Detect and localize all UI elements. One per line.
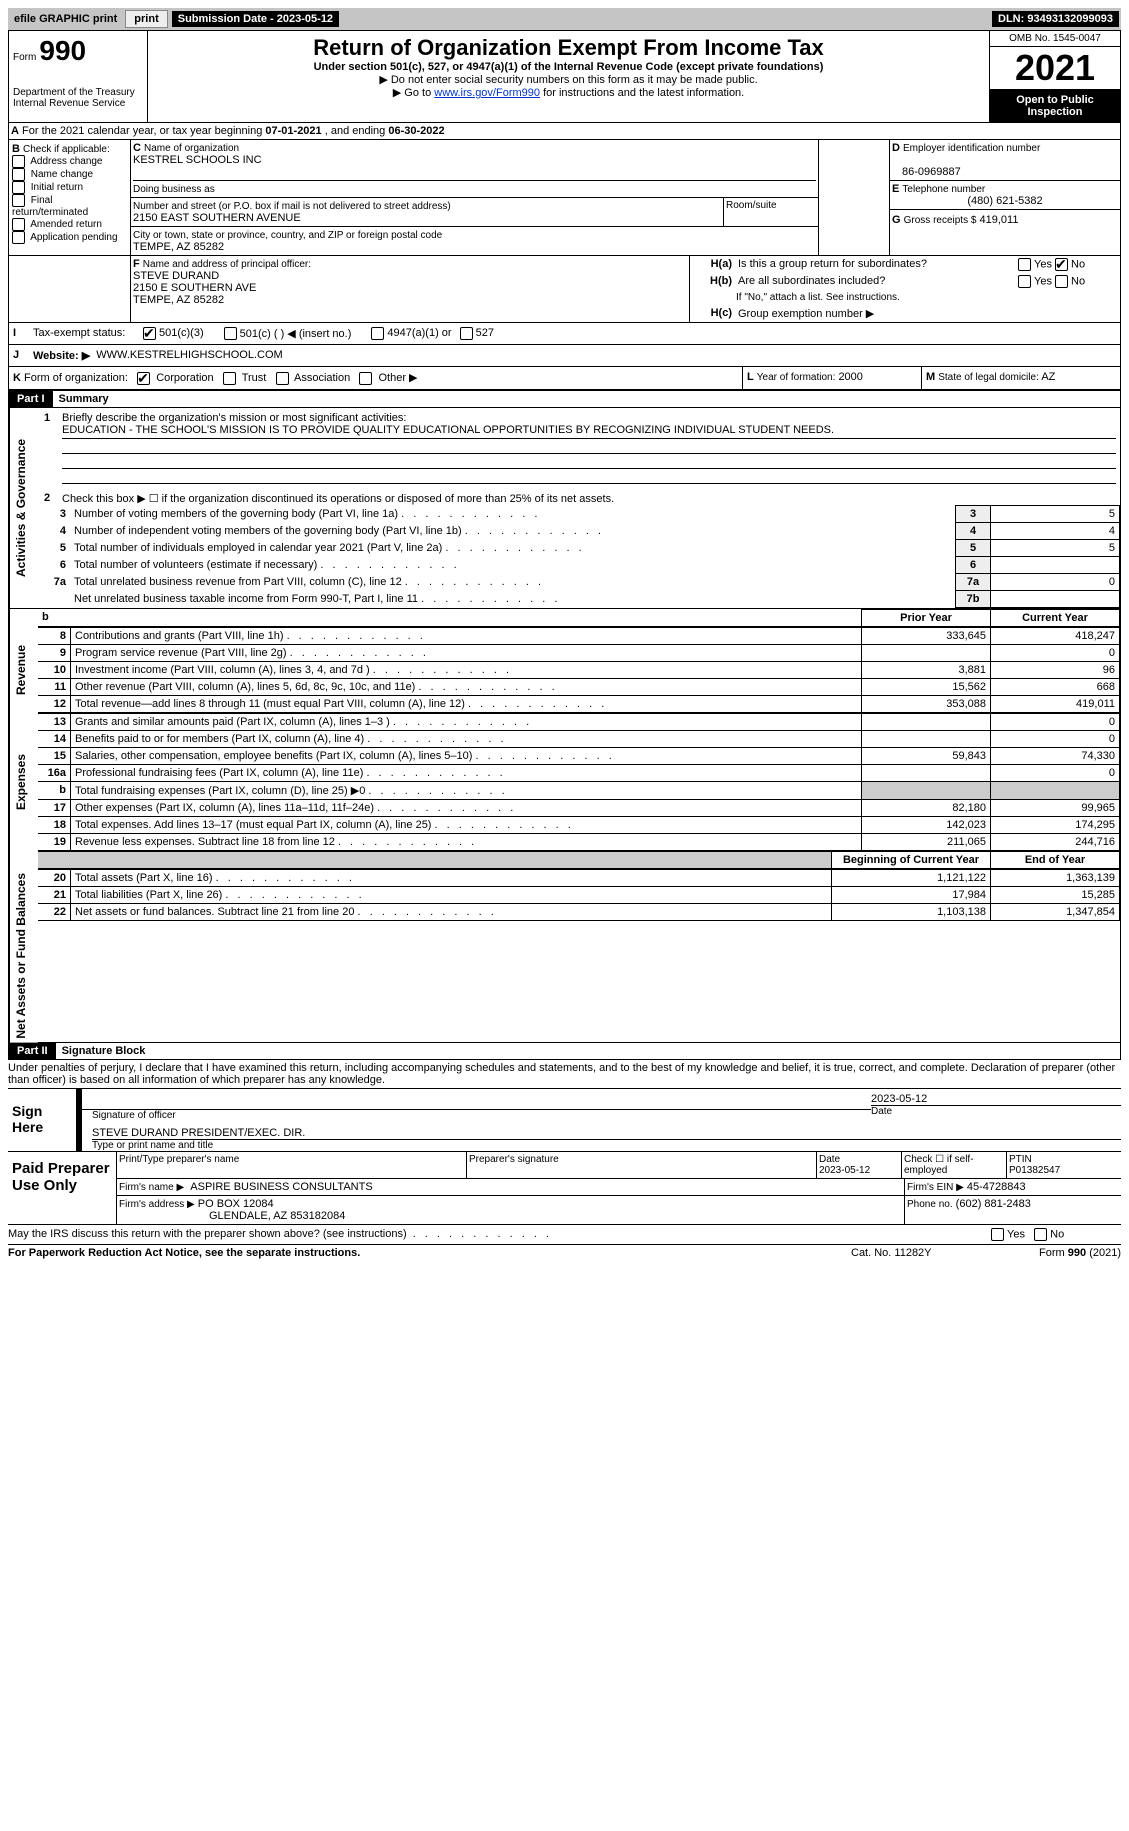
table-row: 13Grants and similar amounts paid (Part … — [38, 713, 1120, 730]
hb-yes[interactable] — [1018, 275, 1031, 288]
table-row: 8Contributions and grants (Part VIII, li… — [38, 627, 1120, 644]
part-1: Part I Summary Activities & Governance 1… — [8, 390, 1121, 1044]
net-header-row: Beginning of Current Year End of Year — [38, 851, 1120, 869]
phone: (480) 621-5382 — [892, 195, 1118, 207]
table-row: 10Investment income (Part VIII, column (… — [38, 661, 1120, 678]
gross-receipts: 419,011 — [980, 214, 1019, 226]
line-klm: K Form of organization: Corporation Trus… — [8, 367, 1121, 390]
part2-header: Part II — [9, 1043, 56, 1059]
table-row: 6Total number of volunteers (estimate if… — [38, 556, 1120, 573]
revenue-table: 8Contributions and grants (Part VIII, li… — [38, 627, 1120, 713]
part1-header: Part I — [9, 391, 53, 407]
form-label: Form — [13, 52, 36, 63]
k-trust[interactable] — [223, 372, 236, 385]
i-4947[interactable] — [371, 327, 384, 340]
room-suite: Room/suite — [724, 198, 818, 226]
exp-label: Expenses — [9, 713, 38, 851]
k-corp[interactable] — [137, 372, 150, 385]
expenses-table: 13Grants and similar amounts paid (Part … — [38, 713, 1120, 851]
top-toolbar: efile GRAPHIC print print Submission Dat… — [8, 8, 1121, 30]
boxb-opt: Application pending — [12, 231, 127, 244]
firm-name: ASPIRE BUSINESS CONSULTANTS — [190, 1181, 372, 1193]
form-footer: Form 990 (2021) — [1001, 1247, 1121, 1259]
form-number: 990 — [39, 35, 86, 66]
table-row: 18Total expenses. Add lines 13–17 (must … — [38, 816, 1120, 833]
mission-text: EDUCATION - THE SCHOOL'S MISSION IS TO P… — [62, 424, 834, 436]
discuss-no[interactable] — [1034, 1228, 1047, 1241]
form-subtitle: Under section 501(c), 527, or 4947(a)(1)… — [152, 61, 985, 73]
table-row: 9Program service revenue (Part VIII, lin… — [38, 644, 1120, 661]
line-j: J Website: ▶ WWW.KESTRELHIGHSCHOOL.COM — [8, 345, 1121, 367]
open-inspection: Open to Public Inspection — [990, 90, 1120, 122]
irs-link[interactable]: www.irs.gov/Form990 — [434, 87, 540, 99]
boxb-opt: Initial return — [12, 181, 127, 194]
ein: 86-0969887 — [892, 166, 961, 178]
org-street: 2150 EAST SOUTHERN AVENUE — [133, 212, 301, 224]
omb: OMB No. 1545-0047 — [990, 31, 1120, 47]
sign-here-block: Sign Here Signature of officer 2023-05-1… — [8, 1088, 1121, 1152]
form-header: Form 990 Department of the TreasuryInter… — [8, 30, 1121, 123]
tax-year: 2021 — [990, 47, 1120, 90]
boxb-opt: Amended return — [12, 218, 127, 231]
table-row: 7aTotal unrelated business revenue from … — [38, 573, 1120, 590]
note-link: ▶ Go to www.irs.gov/Form990 for instruct… — [152, 86, 985, 99]
i-501c3[interactable] — [143, 327, 156, 340]
discuss-yes[interactable] — [991, 1228, 1004, 1241]
net-label: Net Assets or Fund Balances — [9, 869, 38, 1043]
table-row: 19Revenue less expenses. Subtract line 1… — [38, 833, 1120, 850]
table-row: 12Total revenue—add lines 8 through 11 (… — [38, 695, 1120, 712]
footer: For Paperwork Reduction Act Notice, see … — [8, 1245, 1121, 1259]
net-assets-table: 20Total assets (Part X, line 16) 1,121,1… — [38, 869, 1120, 921]
dln: DLN: 93493132099093 — [992, 11, 1119, 27]
table-row: bTotal fundraising expenses (Part IX, co… — [38, 781, 1120, 799]
org-city: TEMPE, AZ 85282 — [133, 241, 224, 253]
org-name: KESTREL SCHOOLS INC — [133, 154, 262, 166]
note-ssn: ▶ Do not enter social security numbers o… — [152, 73, 985, 86]
gov-label: Activities & Governance — [9, 408, 38, 608]
dept-label: Department of the TreasuryInternal Reven… — [13, 87, 143, 109]
table-row: 16aProfessional fundraising fees (Part I… — [38, 764, 1120, 781]
line-a: A For the 2021 calendar year, or tax yea… — [8, 123, 1121, 140]
i-527[interactable] — [460, 327, 473, 340]
discuss-row: May the IRS discuss this return with the… — [8, 1225, 1121, 1245]
hb-no[interactable] — [1055, 275, 1068, 288]
table-row: 4Number of independent voting members of… — [38, 522, 1120, 539]
paid-preparer-block: Paid Preparer Use Only Print/Type prepar… — [8, 1152, 1121, 1225]
rev-label: Revenue — [9, 627, 38, 713]
boxb-opt: Name change — [12, 168, 127, 181]
ptin: P01382547 — [1009, 1165, 1060, 1176]
table-row: 3Number of voting members of the governi… — [38, 505, 1120, 522]
form-title: Return of Organization Exempt From Incom… — [152, 35, 985, 61]
section-bcdeg: B Check if applicable: Address change Na… — [8, 140, 1121, 256]
i-501c[interactable] — [224, 327, 237, 340]
officer-sig-name: STEVE DURAND PRESIDENT/EXEC. DIR. — [92, 1127, 305, 1139]
line-i: I Tax-exempt status: 501(c)(3) 501(c) ( … — [8, 323, 1121, 345]
governance-table: 3Number of voting members of the governi… — [38, 505, 1120, 608]
boxb-opt: Final return/terminated — [12, 194, 127, 218]
table-row: 15Salaries, other compensation, employee… — [38, 747, 1120, 764]
table-row: Net unrelated business taxable income fr… — [38, 590, 1120, 607]
officer-name: STEVE DURAND — [133, 270, 219, 282]
table-row: 21Total liabilities (Part X, line 26) 17… — [38, 886, 1120, 903]
boxb-opt: Address change — [12, 155, 127, 168]
k-other[interactable] — [359, 372, 372, 385]
table-row: 14Benefits paid to or for members (Part … — [38, 730, 1120, 747]
part-2: Part II Signature Block — [8, 1043, 1121, 1060]
penalty-text: Under penalties of perjury, I declare th… — [8, 1060, 1121, 1088]
ha-yes[interactable] — [1018, 258, 1031, 271]
table-row: 17Other expenses (Part IX, column (A), l… — [38, 799, 1120, 816]
website: WWW.KESTRELHIGHSCHOOL.COM — [96, 349, 282, 362]
section-fh: F Name and address of principal officer:… — [8, 256, 1121, 323]
rev-header-row: b Prior Year Current Year — [38, 609, 1120, 627]
table-row: 22Net assets or fund balances. Subtract … — [38, 903, 1120, 920]
table-row: 20Total assets (Part X, line 16) 1,121,1… — [38, 869, 1120, 886]
submission-date: Submission Date - 2023-05-12 — [172, 11, 339, 27]
ha-no[interactable] — [1055, 258, 1068, 271]
efile-label: efile GRAPHIC print — [10, 13, 121, 25]
k-assoc[interactable] — [276, 372, 289, 385]
print-button[interactable]: print — [125, 10, 167, 28]
table-row: 5Total number of individuals employed in… — [38, 539, 1120, 556]
table-row: 11Other revenue (Part VIII, column (A), … — [38, 678, 1120, 695]
